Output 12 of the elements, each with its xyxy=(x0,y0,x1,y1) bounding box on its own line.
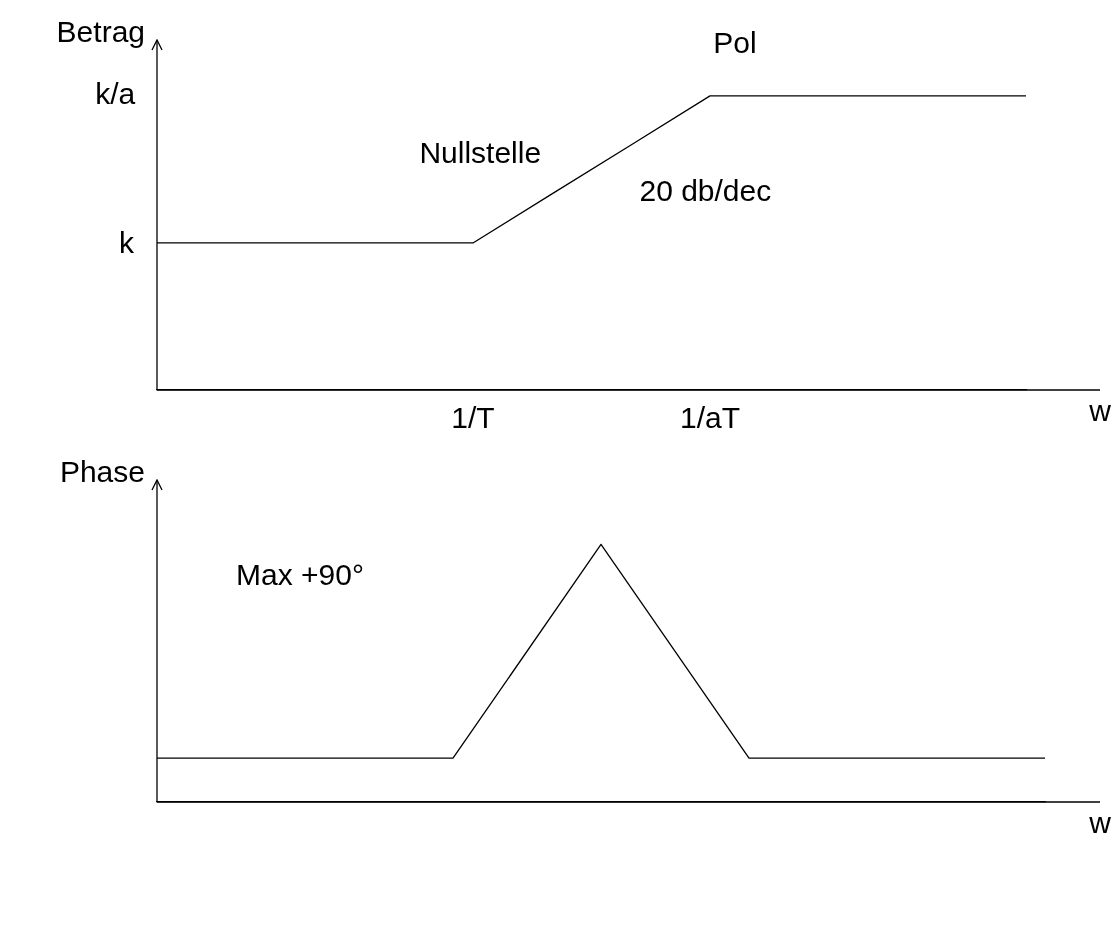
x-axis-title: w xyxy=(1088,806,1112,840)
annotation: Max +90° xyxy=(236,557,364,591)
x-tick-label: 1/aT xyxy=(679,401,741,435)
y-axis-title: Phase xyxy=(59,455,145,489)
annotation: 20 db/dec xyxy=(639,173,772,207)
text: k/a xyxy=(95,76,136,110)
y-axis-title: Betrag xyxy=(56,15,145,49)
annotation: Nullstelle xyxy=(419,136,542,170)
text: Pol xyxy=(713,25,757,59)
text: k xyxy=(119,226,136,260)
x-axis-title: w xyxy=(1088,394,1112,428)
x-tick-label: 1/T xyxy=(451,401,495,435)
